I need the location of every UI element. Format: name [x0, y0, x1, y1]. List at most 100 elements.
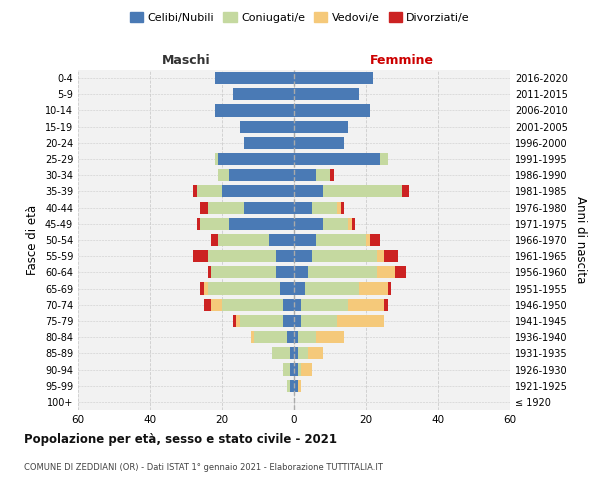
Text: COMUNE DI ZEDDIANI (OR) - Dati ISTAT 1° gennaio 2021 - Elaborazione TUTTITALIA.I: COMUNE DI ZEDDIANI (OR) - Dati ISTAT 1° … — [24, 462, 383, 471]
Bar — [380, 153, 388, 165]
Bar — [294, 120, 348, 132]
Bar — [276, 266, 294, 278]
Bar — [200, 202, 208, 213]
Bar — [352, 218, 355, 230]
Bar — [337, 202, 341, 213]
Bar — [294, 282, 305, 294]
Bar — [208, 266, 211, 278]
Bar — [290, 348, 294, 360]
Bar — [294, 202, 312, 213]
Bar — [287, 331, 294, 343]
Bar — [341, 202, 344, 213]
Bar — [211, 298, 222, 311]
Bar — [208, 282, 280, 294]
Bar — [294, 348, 298, 360]
Bar — [204, 282, 208, 294]
Bar — [204, 298, 211, 311]
Bar — [236, 315, 240, 327]
Y-axis label: Anni di nascita: Anni di nascita — [574, 196, 587, 284]
Bar — [294, 364, 298, 376]
Bar — [208, 202, 244, 213]
Text: Femmine: Femmine — [370, 54, 434, 67]
Bar — [395, 266, 406, 278]
Bar — [301, 315, 337, 327]
Bar — [211, 234, 218, 246]
Bar — [244, 202, 294, 213]
Bar — [388, 282, 391, 294]
Bar — [305, 282, 359, 294]
Bar — [218, 169, 229, 181]
Bar — [294, 234, 316, 246]
Bar — [283, 298, 294, 311]
Bar — [229, 169, 294, 181]
Bar — [312, 250, 377, 262]
Bar — [298, 364, 301, 376]
Bar — [200, 218, 229, 230]
Bar — [337, 315, 384, 327]
Bar — [294, 298, 301, 311]
Bar — [316, 169, 330, 181]
Bar — [294, 266, 308, 278]
Bar — [298, 331, 316, 343]
Bar — [280, 282, 294, 294]
Bar — [312, 202, 337, 213]
Bar — [218, 153, 294, 165]
Bar — [316, 331, 344, 343]
Bar — [193, 186, 197, 198]
Bar — [298, 380, 301, 392]
Bar — [323, 218, 348, 230]
Bar — [370, 234, 380, 246]
Bar — [233, 315, 236, 327]
Bar — [287, 380, 290, 392]
Y-axis label: Fasce di età: Fasce di età — [26, 205, 39, 275]
Bar — [377, 250, 384, 262]
Bar — [294, 137, 344, 149]
Bar — [251, 331, 254, 343]
Bar — [222, 298, 283, 311]
Bar — [244, 137, 294, 149]
Bar — [366, 234, 370, 246]
Legend: Celibi/Nubili, Coniugati/e, Vedovi/e, Divorziati/e: Celibi/Nubili, Coniugati/e, Vedovi/e, Di… — [125, 8, 475, 28]
Bar — [200, 282, 204, 294]
Bar — [294, 186, 323, 198]
Bar — [294, 315, 301, 327]
Bar — [272, 348, 290, 360]
Bar — [348, 298, 384, 311]
Bar — [193, 250, 208, 262]
Bar — [197, 218, 200, 230]
Bar — [384, 298, 388, 311]
Text: Maschi: Maschi — [161, 54, 211, 67]
Bar — [269, 234, 294, 246]
Bar — [294, 153, 380, 165]
Bar — [377, 266, 395, 278]
Bar — [308, 266, 377, 278]
Bar — [222, 186, 294, 198]
Bar — [197, 186, 222, 198]
Bar — [348, 218, 352, 230]
Bar — [294, 72, 373, 84]
Bar — [233, 88, 294, 101]
Bar — [294, 104, 370, 117]
Bar — [290, 380, 294, 392]
Bar — [240, 315, 283, 327]
Bar — [218, 234, 269, 246]
Bar — [301, 364, 312, 376]
Bar — [301, 298, 348, 311]
Bar — [298, 348, 308, 360]
Bar — [294, 169, 316, 181]
Bar — [276, 250, 294, 262]
Bar — [294, 380, 298, 392]
Bar — [215, 72, 294, 84]
Bar — [294, 218, 323, 230]
Bar — [211, 266, 276, 278]
Bar — [359, 282, 388, 294]
Text: Popolazione per età, sesso e stato civile - 2021: Popolazione per età, sesso e stato civil… — [24, 432, 337, 446]
Bar — [254, 331, 287, 343]
Bar — [229, 218, 294, 230]
Bar — [294, 331, 298, 343]
Bar — [323, 186, 402, 198]
Bar — [283, 315, 294, 327]
Bar — [215, 153, 218, 165]
Bar — [240, 120, 294, 132]
Bar — [215, 104, 294, 117]
